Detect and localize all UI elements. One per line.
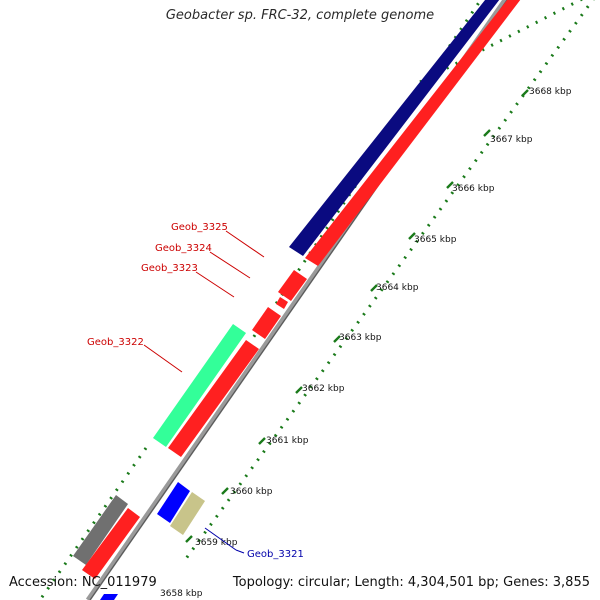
gene-red-bottom[interactable] [82, 508, 140, 579]
tick-label: 3663 kbp [339, 333, 382, 343]
gene-red-mid[interactable] [168, 340, 259, 457]
gene-labels: Geob_3325 Geob_3324 Geob_3323 Geob_3322 … [87, 222, 304, 560]
tick-label: 3662 kbp [302, 384, 345, 394]
gene-red-long[interactable] [305, 0, 524, 266]
gene-geob-3322[interactable] [153, 324, 246, 447]
gene-navy[interactable] [289, 0, 503, 256]
scale-dotted-ring [183, 0, 595, 561]
genome-stats-text: Topology: circular; Length: 4,304,501 bp… [232, 575, 590, 590]
scale-major-ticks [185, 89, 529, 543]
accession-text: Accession: NC_011979 [9, 575, 157, 590]
tick-label: 3659 kbp [195, 538, 238, 548]
tick-label: 3666 kbp [452, 184, 495, 194]
tick-label: 3661 kbp [266, 436, 309, 446]
tick-label: 3660 kbp [230, 487, 273, 497]
tick-label: 3664 kbp [376, 283, 419, 293]
gene-geob-3323[interactable] [252, 307, 281, 339]
tick-label: 3665 kbp [414, 235, 457, 245]
gene-blue[interactable] [157, 482, 190, 523]
tick-labels: 3658 kbp 3659 kbp 3660 kbp 3661 kbp 3662… [160, 87, 572, 599]
gene-label-geob-3325[interactable]: Geob_3325 [171, 222, 228, 233]
tick-label: 3658 kbp [160, 589, 203, 599]
gene-label-geob-3323[interactable]: Geob_3323 [141, 263, 198, 274]
gene-geob-3324[interactable] [276, 297, 288, 309]
gene-geob-3325[interactable] [278, 270, 307, 301]
gene-geob-3321[interactable] [170, 492, 205, 535]
gene-label-geob-3324[interactable]: Geob_3324 [155, 243, 212, 254]
label-leaders [143, 230, 265, 554]
inner-dotted-ring-lower [38, 447, 148, 600]
gene-label-geob-3321[interactable]: Geob_3321 [247, 549, 304, 560]
outer-dotted-ring [419, 0, 584, 84]
tick-label: 3667 kbp [490, 135, 533, 145]
tick-label: 3668 kbp [529, 87, 572, 97]
gene-grey[interactable] [73, 495, 128, 565]
gene-blue-bottom[interactable] [100, 594, 118, 600]
gene-label-geob-3322[interactable]: Geob_3322 [87, 337, 144, 348]
map-title: Geobacter sp. FRC-32, complete genome [165, 8, 435, 23]
